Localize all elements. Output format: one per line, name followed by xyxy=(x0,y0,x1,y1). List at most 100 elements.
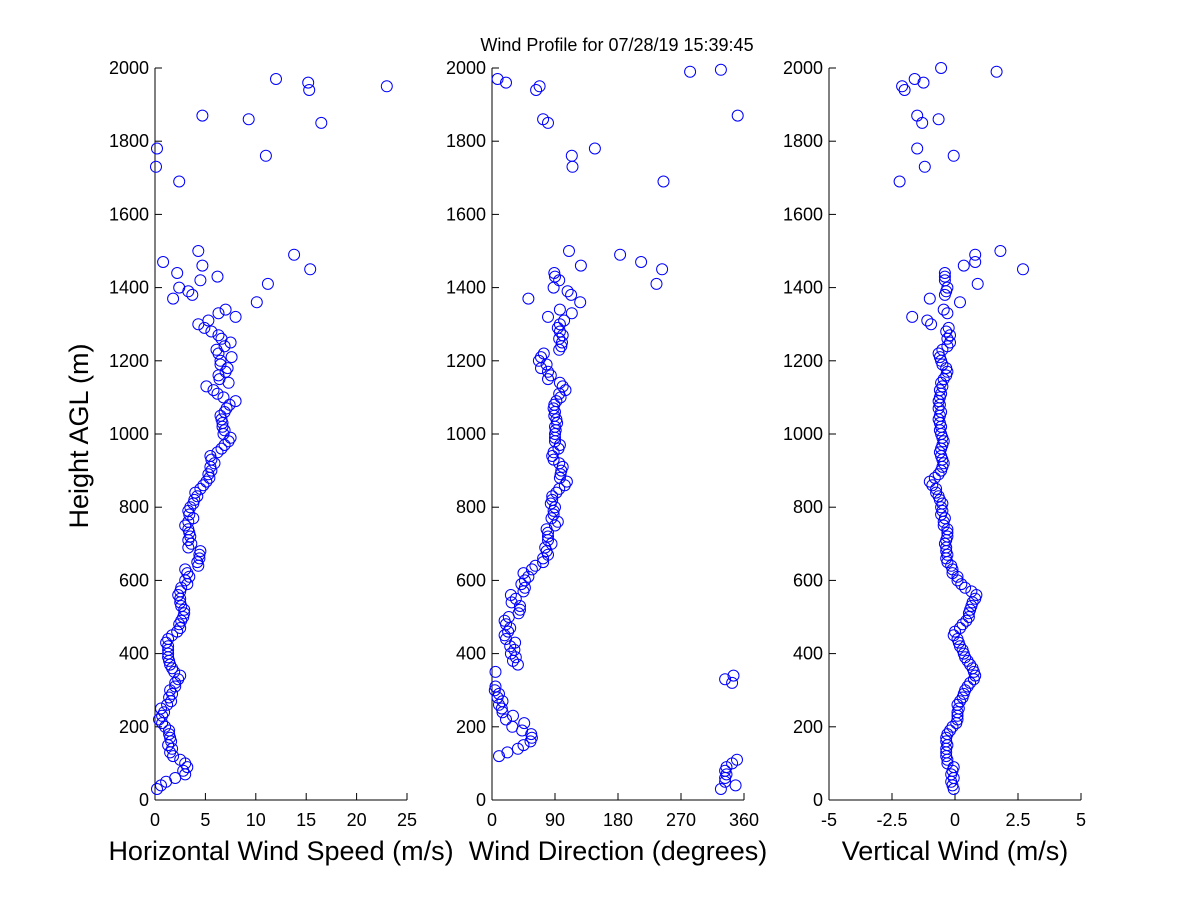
vertical-y-tick-label: 1600 xyxy=(783,204,823,224)
vertical-data-point xyxy=(896,80,909,93)
direction-data-point xyxy=(508,643,521,656)
vertical-data-point xyxy=(938,274,951,287)
direction-data-point xyxy=(522,292,535,305)
speed-y-tick-label: 0 xyxy=(139,790,149,810)
speed-y-tick-label: 400 xyxy=(119,644,149,664)
speed-data-point xyxy=(163,691,176,704)
direction-data-point xyxy=(727,669,740,682)
speed-data-point xyxy=(315,116,328,129)
direction-data-point xyxy=(537,347,550,360)
direction-data-point xyxy=(500,713,512,726)
speed-data-point xyxy=(173,281,186,294)
vertical-data-point xyxy=(969,248,982,261)
speed-data-point xyxy=(214,409,227,422)
vertical-data-point xyxy=(926,479,939,492)
vertical-data-point xyxy=(969,256,982,268)
vertical-data-point xyxy=(941,526,954,539)
vertical-data-point xyxy=(956,643,969,656)
speed-data-point xyxy=(224,431,237,444)
direction-data-point xyxy=(493,687,505,700)
vertical-data-point xyxy=(944,329,956,342)
vertical-wind-panel: 0 200 400 600 800 1000 1200 1400 1600 1800 2000 -5 -… xyxy=(783,58,1086,866)
direction-data-point xyxy=(553,387,566,400)
speed-data-point xyxy=(163,724,176,737)
vertical-data-point xyxy=(962,611,975,623)
speed-data-point xyxy=(196,109,209,122)
direction-data-point xyxy=(726,676,739,689)
vertical-x-axis-label: Vertical Wind (m/s) xyxy=(842,836,1069,866)
direction-x-tick-label: 0 xyxy=(487,810,497,830)
speed-data-point xyxy=(167,292,180,305)
direction-data-point xyxy=(553,325,566,338)
direction-data-point xyxy=(547,281,560,294)
direction-data-point xyxy=(488,684,501,697)
vertical-data-point xyxy=(941,332,954,345)
direction-data-point xyxy=(509,651,522,664)
vertical-data-point xyxy=(994,245,1007,257)
direction-data-point xyxy=(542,373,554,386)
direction-y-tick-label: 600 xyxy=(456,570,486,590)
speed-data-point xyxy=(158,706,171,719)
vertical-data-point xyxy=(941,340,954,353)
vertical-data-point xyxy=(917,76,930,89)
direction-data-point xyxy=(566,160,579,173)
speed-data-point xyxy=(179,563,192,576)
speed-data-point xyxy=(211,270,224,283)
speed-data-point xyxy=(225,351,238,364)
vertical-x-tick-label: 5 xyxy=(1076,810,1086,830)
speed-y-tick-label: 600 xyxy=(119,570,149,590)
direction-y-tick-label: 200 xyxy=(456,717,486,737)
speed-data-point xyxy=(212,307,225,320)
vertical-data-point xyxy=(941,281,954,294)
speed-data-point xyxy=(184,501,197,514)
speed-data-point xyxy=(211,446,224,459)
direction-data-point xyxy=(547,402,560,415)
direction-data-point xyxy=(553,303,566,316)
direction-data-point xyxy=(546,493,559,506)
direction-data-point xyxy=(656,263,669,276)
speed-x-tick-label: 0 xyxy=(150,810,160,830)
vertical-x-tick-label: -5 xyxy=(821,810,837,830)
vertical-data-point xyxy=(928,471,941,484)
speed-y-tick-label: 1200 xyxy=(109,351,149,371)
direction-data-point xyxy=(553,471,566,484)
direction-data-point xyxy=(518,717,531,730)
speed-x-tick-label: 5 xyxy=(200,810,210,830)
vertical-data-point xyxy=(947,149,960,162)
direction-y-tick-label: 400 xyxy=(456,644,486,664)
speed-data-point xyxy=(205,464,218,477)
direction-data-point xyxy=(719,673,732,686)
speed-data-point xyxy=(192,245,205,257)
direction-x-tick-label: 270 xyxy=(666,810,696,830)
direction-data-point xyxy=(517,739,530,752)
speed-data-point xyxy=(200,475,213,488)
speed-y-tick-label: 200 xyxy=(119,717,149,737)
horizontal-wind-speed-panel: 0 200 400 600 800 1000 1200 1400 1600 1800 2000 0 5 1… xyxy=(108,58,453,866)
direction-data-point xyxy=(514,603,526,616)
speed-data-point xyxy=(223,398,236,411)
speed-data-point xyxy=(229,395,242,408)
direction-y-tick-label: 1000 xyxy=(446,424,486,444)
speed-x-axis-label: Horizontal Wind Speed (m/s) xyxy=(108,836,453,866)
speed-data-point xyxy=(198,321,211,334)
speed-data-point xyxy=(167,750,180,763)
vertical-data-point xyxy=(957,259,970,272)
direction-data-point xyxy=(561,285,574,298)
direction-x-tick-label: 360 xyxy=(729,810,759,830)
direction-data-point xyxy=(505,596,518,609)
speed-data-point xyxy=(205,325,218,338)
speed-data-point xyxy=(250,296,263,309)
speed-data-point xyxy=(229,310,242,323)
direction-data-point xyxy=(518,574,531,587)
speed-y-tick-label: 1000 xyxy=(109,424,149,444)
direction-data-point xyxy=(518,581,531,594)
vertical-y-tick-label: 1200 xyxy=(783,351,823,371)
direction-data-point xyxy=(714,63,727,76)
speed-y-tick-label: 800 xyxy=(119,497,149,517)
speed-data-point xyxy=(210,343,223,356)
vertical-data-point xyxy=(938,270,951,283)
speed-data-point xyxy=(218,340,231,353)
vertical-data-point xyxy=(911,109,924,122)
direction-data-point xyxy=(535,351,547,364)
vertical-data-point xyxy=(971,277,984,290)
